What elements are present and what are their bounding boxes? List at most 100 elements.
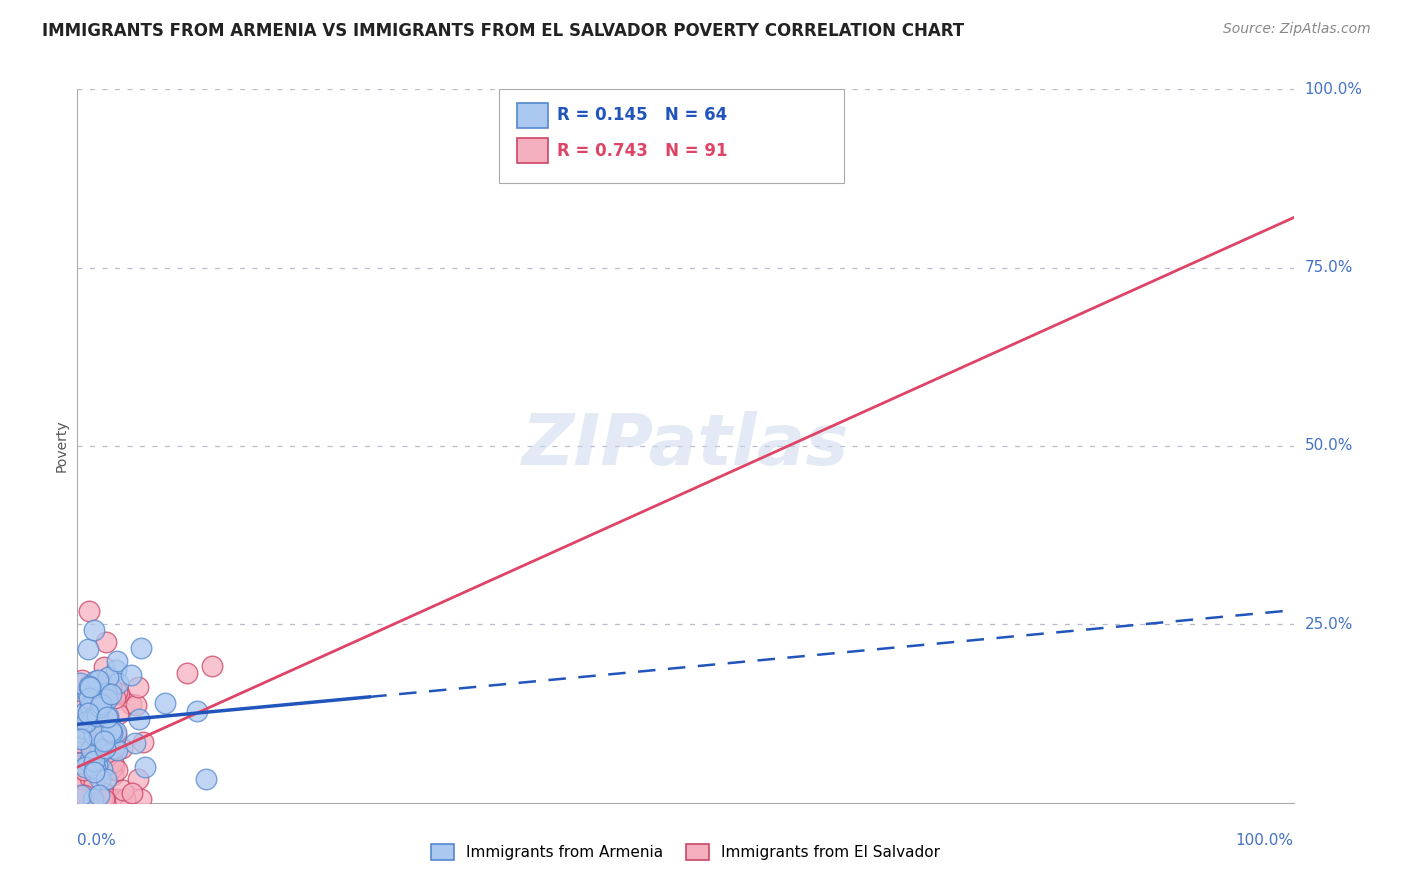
- Point: [83, 774, 105, 789]
- Point: [176, 665, 198, 680]
- Text: R = 0.743   N = 91: R = 0.743 N = 91: [557, 142, 727, 160]
- Y-axis label: Poverty: Poverty: [55, 420, 69, 472]
- Point: [72, 721, 94, 735]
- Point: [69, 725, 91, 739]
- Point: [77, 690, 100, 705]
- Point: [75, 715, 97, 730]
- Point: [124, 736, 146, 750]
- Point: [97, 670, 120, 684]
- Point: [69, 792, 91, 806]
- Point: [83, 623, 105, 637]
- Point: [82, 704, 104, 718]
- Point: [93, 734, 115, 748]
- Point: [134, 759, 156, 773]
- Point: [114, 792, 136, 806]
- Point: [72, 731, 94, 745]
- Legend: Immigrants from Armenia, Immigrants from El Salvador: Immigrants from Armenia, Immigrants from…: [425, 838, 946, 866]
- Point: [107, 792, 129, 806]
- Point: [104, 663, 127, 677]
- Point: [86, 726, 108, 740]
- Point: [83, 755, 105, 769]
- Point: [100, 680, 122, 694]
- Text: 75.0%: 75.0%: [1305, 260, 1353, 275]
- Point: [96, 772, 118, 786]
- Point: [83, 761, 105, 775]
- Text: IMMIGRANTS FROM ARMENIA VS IMMIGRANTS FROM EL SALVADOR POVERTY CORRELATION CHART: IMMIGRANTS FROM ARMENIA VS IMMIGRANTS FR…: [42, 22, 965, 40]
- Point: [75, 760, 97, 774]
- Point: [67, 714, 90, 729]
- Point: [87, 749, 110, 764]
- Point: [79, 771, 101, 785]
- Point: [84, 717, 107, 731]
- Point: [87, 673, 110, 688]
- Point: [125, 698, 148, 712]
- Point: [72, 763, 94, 777]
- Text: 100.0%: 100.0%: [1305, 82, 1362, 96]
- Point: [79, 699, 101, 714]
- Point: [96, 635, 118, 649]
- Point: [100, 792, 122, 806]
- Point: [101, 723, 124, 737]
- Point: [69, 792, 91, 806]
- Point: [76, 720, 98, 734]
- Point: [69, 708, 91, 723]
- Point: [89, 772, 111, 787]
- Point: [87, 750, 110, 764]
- Point: [101, 755, 124, 769]
- Point: [79, 696, 101, 710]
- Point: [86, 758, 108, 772]
- Point: [87, 788, 110, 802]
- Point: [96, 691, 118, 706]
- Point: [67, 774, 90, 789]
- Point: [90, 792, 112, 806]
- Point: [75, 722, 97, 736]
- Point: [103, 741, 125, 756]
- Point: [79, 680, 101, 694]
- Point: [105, 654, 128, 668]
- Point: [70, 792, 93, 806]
- Point: [67, 738, 90, 752]
- Point: [83, 764, 105, 779]
- Point: [73, 792, 96, 806]
- Point: [80, 742, 103, 756]
- Point: [67, 792, 90, 806]
- Point: [70, 792, 93, 806]
- Point: [80, 792, 103, 806]
- Point: [90, 762, 112, 776]
- Point: [120, 697, 142, 711]
- Point: [105, 743, 128, 757]
- Point: [67, 792, 90, 806]
- Text: R = 0.145   N = 64: R = 0.145 N = 64: [557, 106, 727, 124]
- Point: [77, 641, 100, 656]
- Point: [89, 700, 111, 714]
- Point: [70, 788, 93, 802]
- Point: [76, 688, 98, 702]
- Point: [86, 709, 108, 723]
- Point: [97, 708, 120, 723]
- Point: [83, 674, 105, 689]
- Point: [107, 706, 129, 721]
- Point: [195, 772, 218, 786]
- Point: [103, 759, 125, 773]
- Point: [100, 687, 122, 701]
- Text: Source: ZipAtlas.com: Source: ZipAtlas.com: [1223, 22, 1371, 37]
- Point: [94, 740, 117, 755]
- Point: [67, 705, 90, 719]
- Point: [201, 658, 224, 673]
- Point: [76, 792, 98, 806]
- Text: 50.0%: 50.0%: [1305, 439, 1353, 453]
- Point: [73, 763, 96, 777]
- Text: 0.0%: 0.0%: [77, 833, 117, 848]
- Point: [82, 791, 104, 805]
- Point: [107, 763, 129, 777]
- Point: [87, 729, 110, 743]
- Point: [101, 768, 124, 782]
- Point: [93, 792, 115, 806]
- Point: [93, 786, 115, 800]
- Point: [107, 676, 129, 690]
- Point: [82, 792, 104, 806]
- Text: ZIPatlas: ZIPatlas: [522, 411, 849, 481]
- Point: [127, 772, 149, 786]
- Text: 100.0%: 100.0%: [1236, 833, 1294, 848]
- Point: [108, 686, 131, 700]
